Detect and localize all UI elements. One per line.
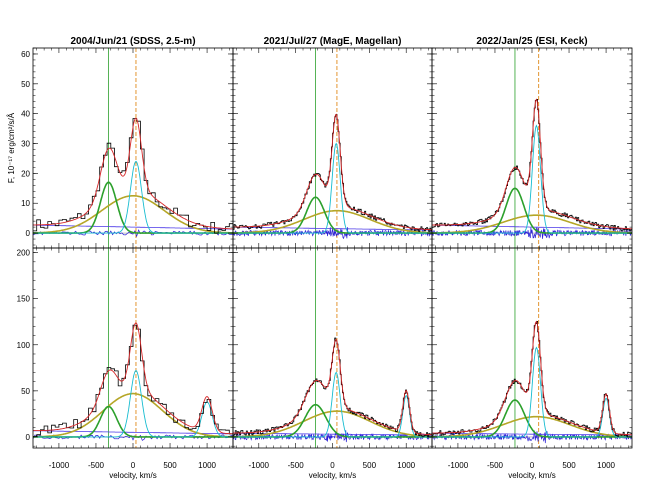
x-tick-label: 0 <box>530 461 535 470</box>
broad-component <box>432 214 632 234</box>
x-tick-label: -1000 <box>448 461 469 470</box>
broad-component <box>33 195 233 234</box>
x-tick-label: 500 <box>363 461 377 470</box>
continuum-series <box>432 432 632 436</box>
y-tick-label: 150 <box>17 295 31 304</box>
x-tick-label: -500 <box>88 461 105 470</box>
y-tick-label: 40 <box>21 110 30 119</box>
y-tick-label: 0 <box>26 229 31 238</box>
continuum-series <box>33 430 233 435</box>
panel: -1000 -500 0 500 1000 0 50 100 150 200 <box>17 247 234 470</box>
y-tick-label: 100 <box>17 341 31 350</box>
y-tick-label: 50 <box>21 387 30 396</box>
x-tick-label: 1000 <box>198 461 216 470</box>
x-tick-label: 500 <box>562 461 576 470</box>
model-fit <box>233 338 432 436</box>
narrow-component <box>432 346 632 438</box>
model-fit <box>33 117 233 230</box>
panel-plot <box>432 48 632 248</box>
panel-frame <box>32 47 234 249</box>
x-tick-label: 1000 <box>597 461 615 470</box>
residual-series <box>33 229 233 238</box>
y-tick-label: 10 <box>21 199 30 208</box>
y-tick-label: 50 <box>21 80 30 89</box>
model-fit <box>33 322 233 435</box>
x-axis-label: velocity, km/s <box>508 471 555 480</box>
panel: -1000 -500 0 500 1000 <box>431 247 633 470</box>
data-series <box>233 337 432 437</box>
column-title: 2022/Jan/25 (ESI, Keck) <box>476 36 587 47</box>
x-axis-label: velocity, km/s <box>109 471 156 480</box>
y-tick-label: 0 <box>26 433 31 442</box>
narrow-component <box>432 124 632 234</box>
panel: 0 10 20 30 40 50 60 <box>21 47 234 249</box>
narrow-component <box>233 142 432 234</box>
narrow-component <box>33 160 233 234</box>
broad-component <box>33 392 233 438</box>
model-fit <box>432 98 632 230</box>
model-fit <box>432 320 632 436</box>
panel-grid: 0 10 20 30 40 50 60 -1000 -500 0 500 1000 0 50 100 150 2… <box>17 47 633 470</box>
panel-plot <box>33 248 233 448</box>
x-tick-label: 500 <box>163 461 177 470</box>
panel-plot <box>233 248 432 448</box>
residual-series <box>432 430 632 444</box>
panel-plot <box>432 248 632 448</box>
x-tick-label: -1000 <box>249 461 270 470</box>
panel-frame <box>232 47 433 249</box>
broad-component <box>233 209 432 234</box>
y-tick-label: 200 <box>17 249 31 258</box>
x-tick-label: -500 <box>487 461 504 470</box>
model-fit <box>233 113 432 231</box>
residual-series <box>432 227 632 239</box>
data-series <box>33 118 233 234</box>
x-tick-label: 1000 <box>397 461 415 470</box>
narrow-component <box>233 371 432 438</box>
column-title: 2004/Jun/21 (SDSS, 2.5-m) <box>70 36 195 47</box>
column-titles: 2004/Jun/21 (SDSS, 2.5-m) 2021/Jul/27 (Ma… <box>70 36 587 47</box>
panel: -1000 -500 0 500 1000 <box>232 247 433 470</box>
panel <box>232 47 433 249</box>
y-tick-label: 60 <box>21 50 30 59</box>
y-tick-label: 20 <box>21 169 30 178</box>
column-title: 2021/Jul/27 (MagE, Magellan) <box>264 36 402 47</box>
panel-frame <box>32 247 234 449</box>
x-axis-label: velocity, km/s <box>309 471 356 480</box>
panel-plot <box>233 48 432 248</box>
axis-labels: velocity, km/s velocity, km/s velocity, km… <box>7 112 556 480</box>
y-axis-label: F, 10⁻¹⁷ erg/cm²/s/Å <box>7 112 16 183</box>
x-tick-label: 0 <box>330 461 335 470</box>
data-series <box>432 99 632 232</box>
x-tick-label: -1000 <box>49 461 70 470</box>
y-tick-label: 30 <box>21 140 30 149</box>
continuum-series <box>33 224 233 230</box>
x-tick-label: 0 <box>131 461 136 470</box>
panel-plot <box>33 48 233 248</box>
panel <box>431 47 633 249</box>
x-tick-label: -500 <box>288 461 305 470</box>
